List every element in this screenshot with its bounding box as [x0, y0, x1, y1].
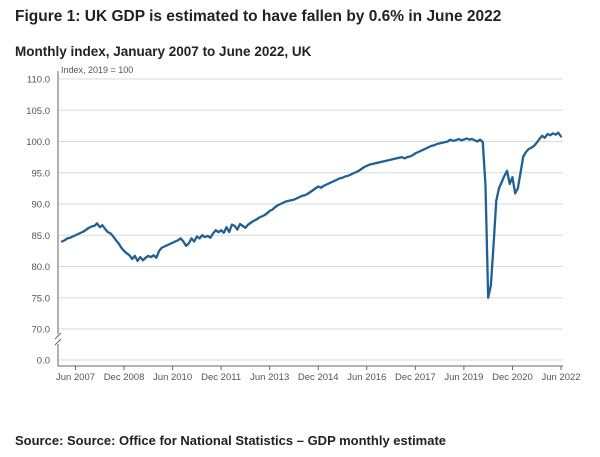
x-tick-label: Jun 2016	[347, 372, 386, 383]
y-axis-unit-label: Index, 2019 = 100	[61, 66, 133, 75]
source-note: Source: Source: Office for National Stat…	[15, 433, 447, 448]
x-tick-label: Jun 2010	[153, 372, 192, 383]
y-tick-label: 80.0	[32, 262, 51, 273]
series-layer	[60, 131, 563, 299]
y-tick-label: 85.0	[32, 231, 51, 242]
x-tick-label: Dec 2020	[492, 372, 533, 383]
figure-title: Figure 1: UK GDP is estimated to have fa…	[15, 8, 502, 25]
x-tick-label: Jun 2022	[541, 372, 580, 383]
x-tick-label: Jun 2013	[250, 372, 289, 383]
y-tick-label: 100.0	[26, 137, 50, 148]
axes	[54, 71, 563, 370]
y-tick-label: 70.0	[32, 325, 51, 336]
y-tick-label: 75.0	[32, 293, 51, 304]
y-tick-label: 110.0	[27, 75, 50, 86]
gdp-series-line	[60, 131, 563, 299]
y-tick-label: 95.0	[32, 168, 51, 179]
x-tick-label: Dec 2017	[395, 372, 436, 383]
y-tick-labels: 110.0 105.0 100.0 95.0 90.0 85.0 80.0 75.0 70.0 0…	[26, 75, 50, 367]
y-axis-break-mark	[54, 332, 62, 346]
y-tick-label: 0.0	[37, 356, 50, 367]
x-tick-label: Dec 2014	[298, 372, 339, 383]
x-tick-label: Dec 2011	[201, 372, 241, 383]
x-tick-label: Jun 2007	[56, 372, 95, 383]
y-tick-label: 90.0	[32, 200, 51, 211]
gridlines	[58, 78, 563, 361]
y-tick-label: 105.0	[26, 106, 50, 117]
figure-subtitle: Monthly index, January 2007 to June 2022…	[15, 44, 312, 59]
gdp-line-chart: 110.0 105.0 100.0 95.0 90.0 85.0 80.0 75.0 70.0 0…	[26, 66, 581, 383]
x-tick-label: Dec 2008	[104, 372, 145, 383]
x-tick-label: Jun 2019	[444, 372, 483, 383]
x-tick-labels: Jun 2007 Dec 2008 Jun 2010 Dec 2011 Jun 2013…	[56, 372, 581, 383]
